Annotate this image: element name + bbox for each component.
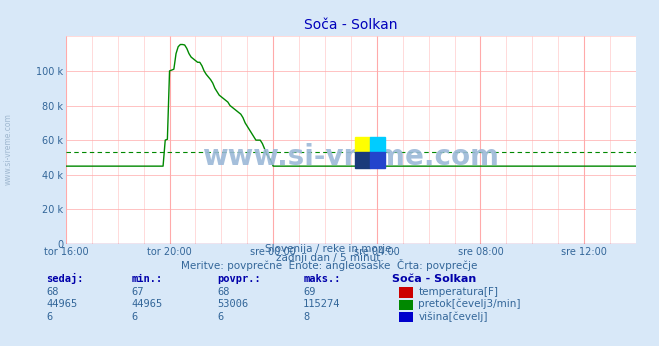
Bar [370, 137, 386, 152]
Bar [355, 152, 370, 168]
Text: 67: 67 [132, 287, 144, 297]
Text: Soča - Solkan: Soča - Solkan [392, 274, 476, 284]
Text: višina[čevelj]: višina[čevelj] [418, 311, 488, 322]
Text: pretok[čevelj3/min]: pretok[čevelj3/min] [418, 299, 521, 309]
Text: 53006: 53006 [217, 299, 248, 309]
Text: 68: 68 [217, 287, 230, 297]
Text: min.:: min.: [132, 274, 163, 284]
Text: 68: 68 [46, 287, 59, 297]
Text: 115274: 115274 [303, 299, 341, 309]
Text: Meritve: povprečne  Enote: angleosaške  Črta: povprečje: Meritve: povprečne Enote: angleosaške Čr… [181, 259, 478, 271]
Bar [370, 152, 386, 168]
Text: www.si-vreme.com: www.si-vreme.com [4, 113, 13, 185]
Text: temperatura[F]: temperatura[F] [418, 287, 498, 297]
Title: Soča - Solkan: Soča - Solkan [304, 18, 397, 33]
Text: zadnji dan / 5 minut.: zadnji dan / 5 minut. [275, 253, 384, 263]
Bar [355, 137, 370, 152]
Text: 6: 6 [217, 312, 223, 322]
Text: sedaj:: sedaj: [46, 273, 84, 284]
Text: 8: 8 [303, 312, 309, 322]
Text: 69: 69 [303, 287, 316, 297]
Text: Slovenija / reke in morje.: Slovenija / reke in morje. [264, 244, 395, 254]
Text: maks.:: maks.: [303, 274, 341, 284]
Text: 44965: 44965 [46, 299, 77, 309]
Text: 6: 6 [46, 312, 52, 322]
Text: 6: 6 [132, 312, 138, 322]
Text: 44965: 44965 [132, 299, 163, 309]
Text: povpr.:: povpr.: [217, 274, 261, 284]
Text: www.si-vreme.com: www.si-vreme.com [202, 143, 500, 171]
